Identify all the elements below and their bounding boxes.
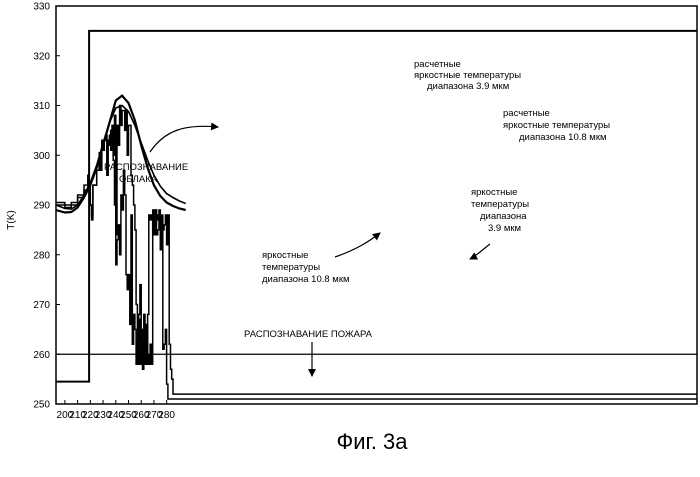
y-tick-label: 260 xyxy=(33,350,50,361)
y-axis-label: T(K) xyxy=(6,210,17,229)
annotation-cloud: РАСПОЗНАВАНИЕ ОБЛАКА xyxy=(104,122,219,185)
series-line-3 xyxy=(56,104,697,395)
annotation-calc-3-9: расчетные яркостные температуры диапазона … xyxy=(414,59,521,92)
x-tick-label: 240 xyxy=(107,410,124,421)
x-tick-label: 210 xyxy=(69,410,86,421)
x-tick-label: 220 xyxy=(82,410,99,421)
x-tick-label: 250 xyxy=(120,410,137,421)
x-tick-label: 200 xyxy=(57,410,74,421)
annotation-meas-3-9: яркостные температуры диапазона 3.9 мкм xyxy=(469,187,529,260)
annotation-calc-10-8: расчетные яркостные температуры диапазона … xyxy=(503,108,610,143)
series-line-2 xyxy=(56,104,186,210)
x-tick-label: 270 xyxy=(146,410,163,421)
y-tick-label: 330 xyxy=(33,2,50,13)
y-tick-label: 290 xyxy=(33,201,50,212)
y-axis-ticks: 250 260 270 280 290 300 310 320 330 xyxy=(33,2,60,411)
y-tick-label: 270 xyxy=(33,300,50,311)
x-tick-label: 280 xyxy=(158,410,175,421)
series-line-4 xyxy=(56,129,697,400)
y-tick-label: 250 xyxy=(33,400,50,411)
series-line-5 xyxy=(56,29,697,383)
y-tick-label: 280 xyxy=(33,250,50,261)
svg-text:РАСПОЗНАВАНИЕ ПОЖАРА: РАСПОЗНАВАНИЕ ПОЖАРА xyxy=(244,329,373,340)
y-tick-label: 300 xyxy=(33,151,50,162)
x-tick-label: 260 xyxy=(133,410,150,421)
annotation-meas-10-8: яркостные температуры диапазона 10.8 мкм xyxy=(262,232,381,285)
annotation-fire: РАСПОЗНАВАНИЕ ПОЖАРА xyxy=(244,329,373,377)
x-tick-label: 230 xyxy=(95,410,112,421)
y-tick-label: 310 xyxy=(33,101,50,112)
plot-frame xyxy=(55,5,698,405)
series-line-1 xyxy=(56,94,186,214)
figure-caption: Фиг. 3а xyxy=(336,429,408,454)
series-layer xyxy=(56,29,697,400)
y-tick-label: 320 xyxy=(33,51,50,62)
